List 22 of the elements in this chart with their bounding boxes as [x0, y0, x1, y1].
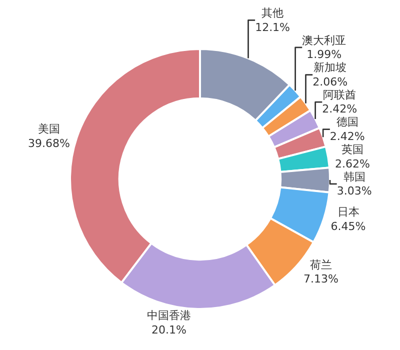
data-label: 3.03%: [336, 184, 372, 198]
data-label: 2.42%: [322, 102, 358, 116]
slice-label: 中国香港: [146, 308, 191, 322]
data-label: 2.06%: [312, 75, 348, 88]
slice-label: 新加坡: [314, 61, 347, 74]
slice-label: 澳大利亚: [302, 34, 346, 47]
slice-label: 美国: [38, 122, 60, 136]
data-label: 2.42%: [330, 130, 365, 144]
slice-label: 阿联酋: [323, 88, 356, 102]
slice-label: 荷兰: [310, 258, 332, 272]
slice-label: 德国: [336, 116, 358, 129]
slice-label: 英国: [341, 143, 364, 156]
data-label: 7.13%: [304, 272, 338, 286]
slice-label: 其他: [262, 6, 284, 20]
data-label: 1.99%: [306, 48, 342, 62]
data-label: 12.1%: [255, 20, 290, 34]
data-label: 20.1%: [151, 323, 186, 336]
data-label: 2.62%: [334, 157, 370, 170]
slice-label: 韩国: [343, 170, 366, 184]
data-label: 39.68%: [28, 136, 70, 150]
data-label: 6.45%: [330, 220, 366, 234]
slice-label: 日本: [337, 206, 360, 219]
